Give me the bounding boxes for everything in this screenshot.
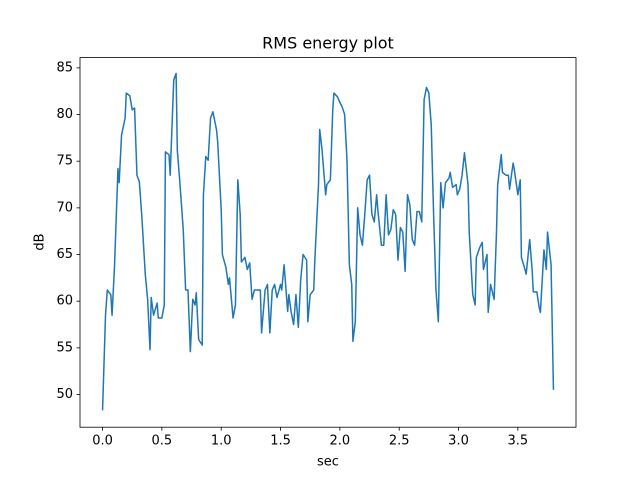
chart-title: RMS energy plot — [262, 34, 394, 53]
y-tick-label: 80 — [56, 107, 73, 122]
x-tick-label: 2.0 — [330, 434, 351, 449]
x-tick-label: 2.5 — [389, 434, 410, 449]
data-line — [101, 72, 555, 411]
y-tick-label: 50 — [56, 387, 73, 402]
y-tick-label: 65 — [56, 247, 73, 262]
y-tick-label: 85 — [56, 60, 73, 75]
axes-frame — [79, 57, 577, 428]
x-axis-label: sec — [317, 455, 339, 470]
x-tick-label: 1.0 — [211, 434, 232, 449]
x-tick-label: 0.0 — [92, 434, 113, 449]
x-tick-label: 3.0 — [448, 434, 469, 449]
y-tick-label: 55 — [56, 340, 73, 355]
plot-area — [101, 72, 555, 411]
y-axis-label: dB — [33, 233, 48, 250]
y-tick-label: 70 — [56, 200, 73, 215]
x-tick-label: 3.5 — [508, 434, 529, 449]
y-tick-label: 60 — [56, 294, 73, 309]
x-tick-label: 0.5 — [152, 434, 173, 449]
x-tick-label: 1.5 — [270, 434, 291, 449]
y-tick-label: 75 — [56, 154, 73, 169]
